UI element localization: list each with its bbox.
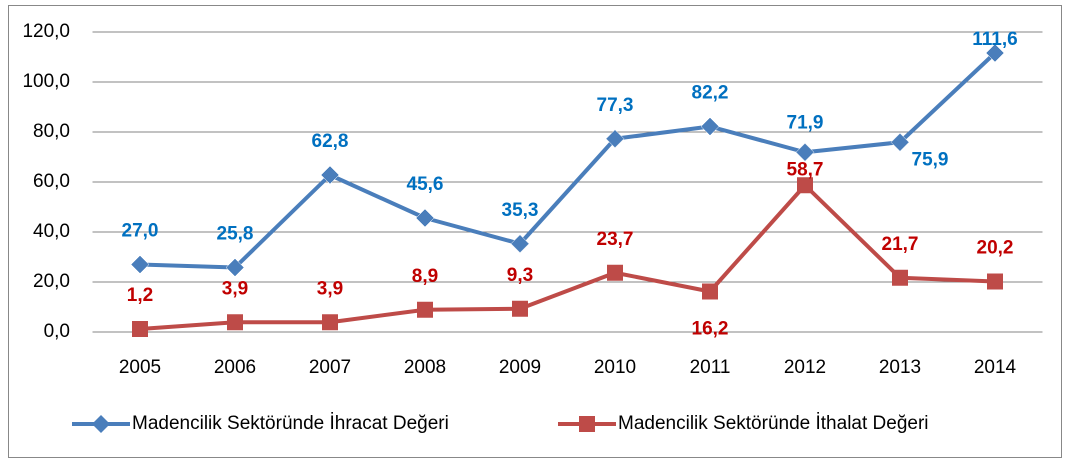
- marker: [607, 264, 623, 281]
- x-tick-label: 2009: [499, 357, 541, 378]
- y-tick-label: 0,0: [44, 321, 70, 342]
- y-tick-label: 60,0: [33, 171, 70, 192]
- marker: [892, 269, 908, 286]
- y-tick-label: 100,0: [22, 71, 70, 92]
- marker: [130, 255, 150, 274]
- marker: [702, 283, 718, 300]
- data-label: 1,2: [127, 285, 153, 306]
- data-label: 45,6: [407, 174, 444, 195]
- series-line: [139, 51, 997, 270]
- marker: [797, 177, 813, 194]
- marker: [415, 208, 435, 228]
- legend-marker: [579, 416, 595, 432]
- y-tick-label: 40,0: [33, 221, 70, 242]
- y-tick-label: 120,0: [22, 21, 70, 42]
- data-label: 3,9: [222, 278, 248, 299]
- x-tick-label: 2010: [594, 357, 636, 378]
- marker: [227, 314, 243, 331]
- marker: [417, 301, 433, 318]
- marker: [320, 165, 340, 185]
- data-label: 77,3: [597, 95, 634, 116]
- marker: [605, 129, 625, 149]
- data-label: 16,2: [692, 319, 729, 340]
- data-label: 27,0: [122, 221, 159, 242]
- x-tick-label: 2005: [119, 357, 161, 378]
- data-label: 20,2: [977, 238, 1014, 259]
- x-tick-label: 2011: [690, 357, 731, 378]
- x-tick-label: 2013: [879, 357, 921, 378]
- x-tick-label: 2006: [214, 357, 256, 378]
- data-label: 9,3: [507, 265, 533, 286]
- marker: [510, 234, 530, 254]
- x-tick-label: 2008: [404, 357, 446, 378]
- marker: [132, 321, 148, 337]
- y-tick-label: 20,0: [33, 271, 70, 292]
- legend-label: Madencilik Sektöründe İthalat Değeri: [618, 413, 929, 434]
- marker: [700, 117, 720, 136]
- x-tick-label: 2014: [974, 357, 1017, 378]
- x-tick-label: 2007: [309, 357, 351, 378]
- marker: [322, 314, 338, 331]
- legend-label: Madencilik Sektöründe İhracat Değeri: [132, 413, 449, 434]
- legend-marker: [92, 415, 110, 433]
- marker: [985, 43, 1005, 63]
- data-label: 3,9: [317, 278, 343, 299]
- data-label: 21,7: [882, 234, 919, 255]
- x-tick-label: 2012: [784, 357, 826, 378]
- marker: [987, 273, 1003, 290]
- data-label: 82,2: [692, 83, 729, 104]
- data-label: 62,8: [312, 131, 349, 152]
- data-label: 75,9: [912, 149, 949, 170]
- data-label: 111,6: [972, 29, 1017, 50]
- marker: [225, 258, 245, 277]
- data-label: 71,9: [787, 112, 824, 133]
- data-label: 23,7: [597, 229, 634, 250]
- marker: [512, 300, 528, 317]
- marker: [890, 132, 910, 152]
- data-label: 35,3: [502, 200, 539, 221]
- marker: [795, 142, 815, 162]
- y-tick-label: 80,0: [33, 121, 70, 142]
- data-label: 58,7: [787, 159, 824, 180]
- data-label: 8,9: [412, 266, 438, 287]
- series-line: [139, 183, 996, 331]
- data-label: 25,8: [217, 224, 254, 245]
